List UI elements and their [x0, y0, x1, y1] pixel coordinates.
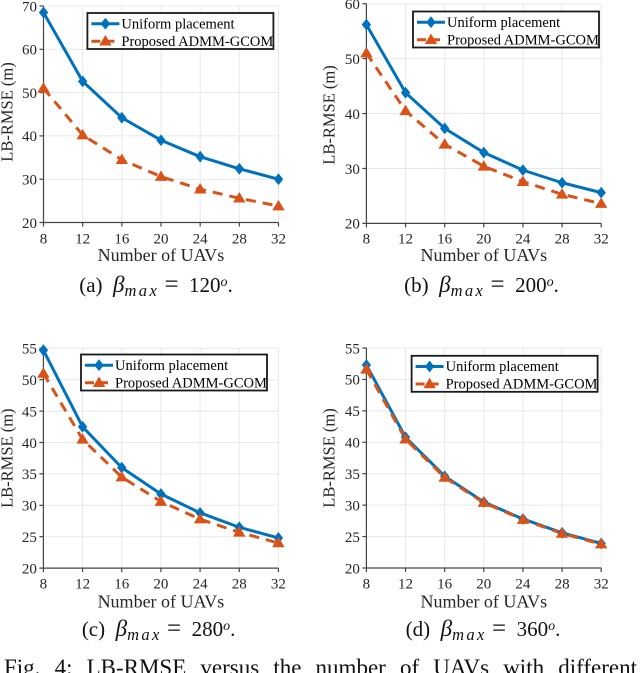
svg-text:35: 35 — [22, 467, 37, 483]
svg-text:28: 28 — [232, 577, 247, 593]
svg-text:16: 16 — [114, 577, 130, 593]
svg-text:12: 12 — [398, 577, 413, 593]
svg-text:32: 32 — [594, 577, 609, 593]
svg-text:24: 24 — [515, 577, 531, 593]
svg-text:28: 28 — [555, 577, 570, 593]
svg-text:50: 50 — [22, 373, 37, 389]
svg-text:8: 8 — [363, 577, 371, 593]
svg-text:32: 32 — [271, 231, 286, 247]
svg-text:28: 28 — [232, 231, 247, 247]
svg-text:40: 40 — [345, 436, 360, 452]
svg-text:60: 60 — [345, 0, 360, 13]
svg-text:45: 45 — [345, 404, 360, 420]
svg-text:60: 60 — [22, 43, 37, 59]
svg-text:40: 40 — [22, 129, 37, 145]
svg-text:Uniform placement: Uniform placement — [115, 358, 228, 374]
svg-text:20: 20 — [22, 561, 37, 577]
svg-text:30: 30 — [22, 173, 37, 189]
svg-text:Number of UAVs: Number of UAVs — [420, 245, 547, 265]
svg-text:Uniform placement: Uniform placement — [446, 359, 559, 375]
svg-text:8: 8 — [40, 577, 48, 593]
svg-text:Proposed ADMM-GCOM: Proposed ADMM-GCOM — [447, 32, 599, 48]
svg-text:20: 20 — [476, 231, 491, 247]
svg-text:16: 16 — [437, 577, 453, 593]
svg-text:8: 8 — [40, 231, 48, 247]
svg-text:50: 50 — [22, 86, 37, 102]
svg-text:20: 20 — [476, 577, 491, 593]
svg-text:24: 24 — [193, 231, 209, 247]
svg-text:24: 24 — [515, 231, 531, 247]
svg-text:40: 40 — [345, 107, 360, 123]
svg-text:35: 35 — [345, 467, 360, 483]
svg-text:12: 12 — [398, 231, 413, 247]
svg-text:32: 32 — [594, 231, 609, 247]
svg-text:20: 20 — [154, 231, 169, 247]
svg-text:LB-RMSE (m): LB-RMSE (m) — [320, 408, 339, 507]
svg-text:40: 40 — [22, 436, 37, 452]
svg-text:Uniform placement: Uniform placement — [121, 16, 234, 32]
svg-text:Number of UAVs: Number of UAVs — [98, 245, 225, 265]
svg-text:Proposed ADMM-GCOM: Proposed ADMM-GCOM — [121, 34, 273, 50]
svg-text:24: 24 — [193, 577, 209, 593]
svg-text:20: 20 — [345, 561, 360, 577]
svg-text:20: 20 — [153, 577, 168, 593]
svg-text:16: 16 — [437, 231, 453, 247]
svg-text:12: 12 — [75, 231, 90, 247]
svg-text:45: 45 — [22, 404, 37, 420]
svg-text:LB-RMSE (m): LB-RMSE (m) — [0, 62, 17, 161]
svg-text:32: 32 — [271, 577, 286, 593]
svg-text:20: 20 — [22, 216, 37, 232]
svg-text:30: 30 — [22, 499, 37, 515]
svg-text:12: 12 — [75, 577, 90, 593]
svg-text:28: 28 — [555, 231, 570, 247]
svg-text:30: 30 — [345, 162, 360, 178]
svg-text:55: 55 — [345, 341, 360, 357]
svg-text:Proposed ADMM-GCOM: Proposed ADMM-GCOM — [115, 375, 267, 391]
svg-text:Number of UAVs: Number of UAVs — [98, 592, 225, 612]
svg-text:25: 25 — [22, 530, 37, 546]
svg-text:LB-RMSE (m): LB-RMSE (m) — [0, 408, 17, 507]
svg-text:16: 16 — [114, 231, 130, 247]
svg-text:8: 8 — [363, 231, 371, 247]
svg-text:Number of UAVs: Number of UAVs — [420, 592, 547, 612]
svg-text:30: 30 — [345, 498, 360, 514]
svg-text:50: 50 — [345, 373, 360, 389]
svg-text:LB-RMSE (m): LB-RMSE (m) — [320, 65, 339, 164]
svg-text:55: 55 — [22, 342, 37, 358]
svg-text:Uniform placement: Uniform placement — [447, 15, 560, 31]
svg-text:25: 25 — [345, 530, 360, 546]
svg-text:Proposed ADMM-GCOM: Proposed ADMM-GCOM — [446, 377, 598, 393]
svg-text:70: 70 — [22, 0, 37, 15]
svg-text:50: 50 — [345, 52, 360, 68]
svg-text:20: 20 — [345, 217, 360, 233]
